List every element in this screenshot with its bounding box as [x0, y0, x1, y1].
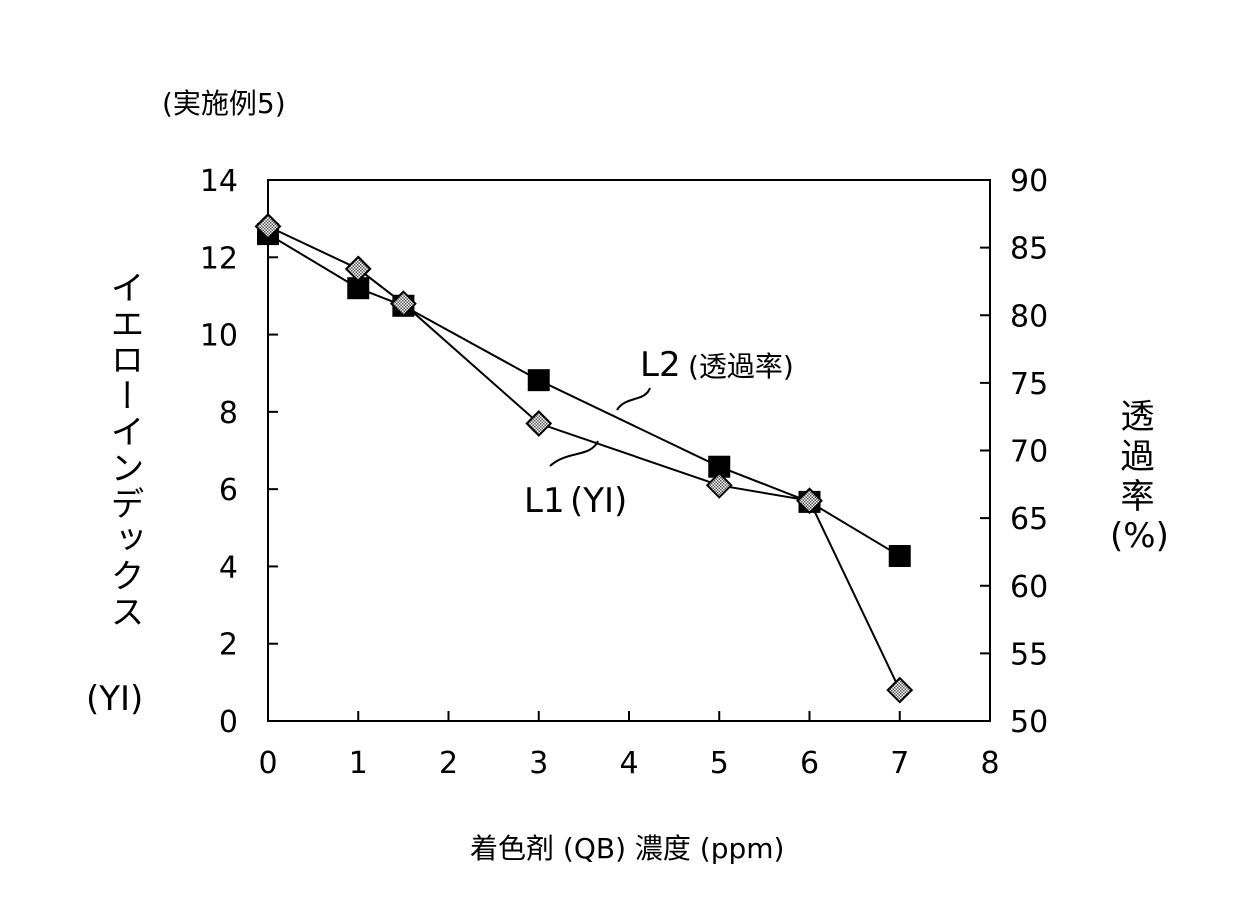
diamond-point [796, 487, 823, 515]
y-right-axis-ticks: 50 55 60 65 70 75 80 85 90 [980, 164, 1048, 740]
y-right-axis-label: 透過率 [1114, 398, 1154, 518]
x-tick-label: 5 [710, 746, 729, 781]
y-right-tick-label: 55 [1010, 637, 1048, 672]
y-left-tick-label: 8 [219, 396, 238, 431]
x-tick-label: 8 [980, 746, 999, 781]
chart-title: (実施例5) [162, 87, 286, 120]
y-left-tick-label: 12 [200, 241, 238, 276]
y-right-tick-label: 90 [1010, 164, 1048, 199]
y-right-tick-label: 50 [1010, 705, 1048, 740]
annotation-l1-text: L1 [524, 481, 565, 521]
square-point [888, 544, 911, 567]
diamond-point [344, 255, 372, 283]
x-tick-label: 3 [529, 746, 548, 781]
y-left-tick-label: 0 [219, 705, 238, 740]
y-right-tick-label: 85 [1010, 232, 1048, 267]
y-right-tick-label: 60 [1010, 570, 1048, 605]
x-tick-label: 0 [258, 746, 277, 781]
annotation-l2-leader [616, 387, 651, 411]
y-left-axis-ticks: 0 2 4 6 8 10 12 14 [200, 164, 278, 740]
annotation-l1-sub: (YI) [570, 481, 627, 521]
x-axis-label: 着色剤 (QB) 濃度 (ppm) [470, 832, 784, 865]
diamond-point [254, 212, 282, 240]
annotation-l1: L1 (YI) [524, 440, 627, 521]
diamond-point [886, 676, 914, 704]
annotation-l2-sub: (透過率) [688, 350, 794, 383]
y-left-tick-label: 2 [219, 628, 238, 663]
annotation-l2: L2 (透過率) [616, 345, 794, 411]
y-right-tick-label: 80 [1010, 299, 1048, 334]
y-right-tick-label: 75 [1010, 367, 1048, 402]
diamond-point [389, 290, 417, 318]
square-point [708, 455, 731, 478]
diamond-point [705, 471, 733, 499]
y-left-axis-unit: (YI) [86, 679, 143, 719]
square-point [527, 369, 550, 392]
x-tick-label: 6 [800, 746, 819, 781]
y-left-tick-label: 6 [219, 473, 238, 508]
y-left-axis-label: イエローインデックス [104, 270, 144, 630]
y-left-tick-label: 4 [219, 550, 238, 585]
plot-frame [267, 179, 991, 722]
annotation-l1-leader [549, 440, 599, 467]
x-tick-label: 7 [890, 746, 909, 781]
series-markers [254, 212, 914, 704]
x-tick-label: 2 [439, 746, 458, 781]
diamond-point [525, 410, 553, 437]
y-right-axis-unit: (%) [1110, 516, 1169, 556]
y-right-tick-label: 65 [1010, 502, 1048, 537]
y-right-tick-label: 70 [1010, 435, 1048, 470]
x-tick-label: 4 [619, 746, 638, 781]
annotation-l2-text: L2 [640, 345, 681, 385]
y-left-tick-label: 10 [200, 319, 238, 354]
square-point [347, 277, 370, 300]
x-axis-ticks: 0 1 2 3 4 5 6 7 8 [258, 711, 1000, 781]
x-tick-label: 1 [349, 746, 368, 781]
y-left-tick-label: 14 [200, 164, 238, 199]
